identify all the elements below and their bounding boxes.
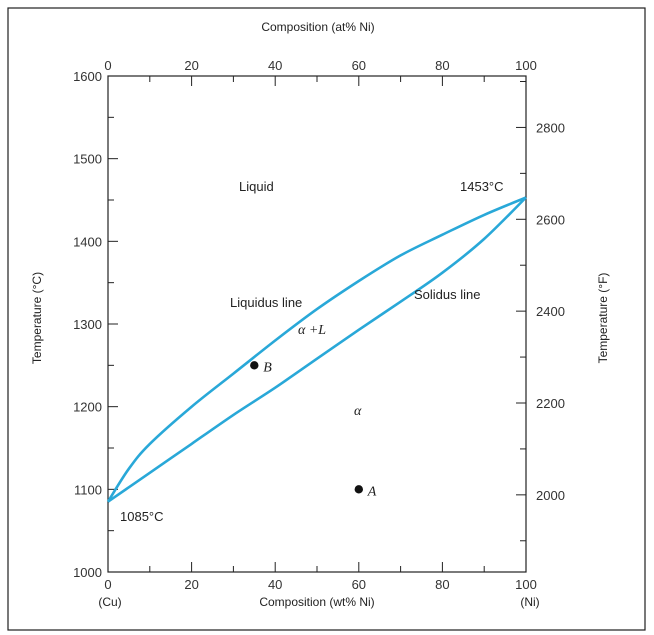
x-bottom-tick-label: 0 xyxy=(104,577,111,592)
y-left-axis-label: Temperature (°C) xyxy=(30,272,44,364)
y-right-axis-label: Temperature (°F) xyxy=(596,273,610,364)
y-right-tick-label: 2200 xyxy=(536,396,565,411)
figure-frame xyxy=(7,7,646,631)
x-bottom-tick-label: 60 xyxy=(352,577,366,592)
x-bottom-tick-label: 100 xyxy=(515,577,537,592)
nickel-melting-point-label: 1453°C xyxy=(460,179,504,194)
y-right-tick-label: 2000 xyxy=(536,488,565,503)
solidus-curve xyxy=(107,196,527,503)
x-bottom-right-end-label: (Ni) xyxy=(520,595,539,609)
x-bottom-tick-label: 20 xyxy=(184,577,198,592)
point-b-marker xyxy=(250,361,259,370)
alpha-region-label: α xyxy=(354,404,362,419)
y-right-tick-label: 2600 xyxy=(536,212,565,227)
y-left-tick-label: 1500 xyxy=(73,152,102,167)
y-left-tick-label: 1300 xyxy=(73,317,102,332)
x-bottom-tick-label: 40 xyxy=(268,577,282,592)
x-bottom-tick-label: 80 xyxy=(435,577,449,592)
liquidus-line-label: Liquidus line xyxy=(230,295,302,310)
point-a-marker xyxy=(354,485,363,494)
solidus-line-label: Solidus line xyxy=(414,287,481,302)
x-top-tick-label: 100 xyxy=(515,58,537,73)
copper-melting-point-label: 1085°C xyxy=(120,509,164,524)
x-top-tick-label: 60 xyxy=(352,58,366,73)
x-bottom-left-end-label: (Cu) xyxy=(98,595,121,609)
x-top-axis-label: Composition (at% Ni) xyxy=(261,20,374,34)
liquid-region-label: Liquid xyxy=(239,179,274,194)
x-top-tick-label: 20 xyxy=(184,58,198,73)
y-right-tick-label: 2800 xyxy=(536,120,565,135)
x-bottom-axis-label: Composition (wt% Ni) xyxy=(259,595,374,609)
alpha-plus-liquid-label: α +L xyxy=(298,323,326,338)
y-left-tick-label: 1200 xyxy=(73,400,102,415)
point-a-label: A xyxy=(367,484,377,499)
x-top-tick-label: 0 xyxy=(104,58,111,73)
x-top-tick-label: 40 xyxy=(268,58,282,73)
y-left-tick-label: 1400 xyxy=(73,234,102,249)
y-left-tick-label: 1100 xyxy=(74,482,102,497)
y-left-tick-label: 1600 xyxy=(73,69,102,84)
liquidus-curve xyxy=(106,196,527,503)
y-right-tick-label: 2400 xyxy=(536,304,565,319)
point-b-label: B xyxy=(263,360,272,375)
y-left-tick-label: 1000 xyxy=(73,565,102,580)
x-top-tick-label: 80 xyxy=(435,58,449,73)
